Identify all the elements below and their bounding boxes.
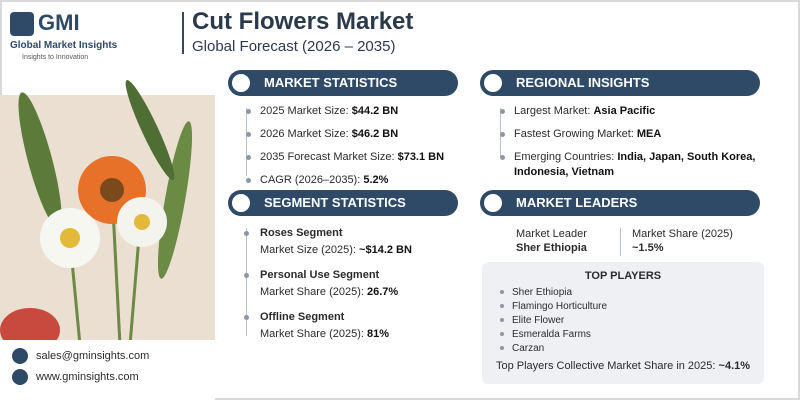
bullet: [500, 109, 505, 114]
bullet: [244, 273, 249, 278]
section-header: SEGMENT STATISTICS: [228, 190, 458, 216]
stat-label: Market Size (2025):: [260, 244, 356, 256]
player: Carzan: [512, 343, 545, 354]
stat-value: Asia Pacific: [593, 105, 656, 117]
player: Elite Flower: [512, 315, 565, 326]
stat-label: CAGR (2026–2035):: [260, 174, 361, 186]
bullet: [246, 132, 251, 137]
section-header: MARKET STATISTICS: [228, 70, 458, 96]
bullet: [500, 290, 504, 294]
bullet: [500, 332, 504, 336]
bullet: [500, 318, 504, 322]
stat-value: ~$14.2 BN: [359, 244, 412, 256]
stat-label: 2035 Forecast Market Size:: [260, 151, 395, 163]
stat-item: 2025 Market Size: $44.2 BN: [260, 104, 460, 119]
section-title: SEGMENT STATISTICS: [264, 195, 406, 210]
stat-item: Fastest Growing Market: MEA: [514, 127, 764, 142]
stat-label: 2025 Market Size:: [260, 105, 349, 117]
bullet: [500, 346, 504, 350]
stat-label: Emerging Countries:: [514, 151, 615, 163]
stat-item: Emerging Countries: India, Japan, South …: [514, 150, 764, 180]
leader-value: Sher Ethiopia: [516, 242, 587, 254]
stat-label: Fastest Growing Market:: [514, 128, 634, 140]
section-header: MARKET LEADERS: [480, 190, 760, 216]
share-value: ~1.5%: [632, 242, 664, 254]
player: Sher Ethiopia: [512, 287, 573, 298]
stat-value: 5.2%: [363, 174, 389, 186]
top-players-title: TOP PLAYERS: [584, 270, 662, 282]
stat-item: 2035 Forecast Market Size: $73.1 BN: [260, 150, 460, 165]
section-header: REGIONAL INSIGHTS: [480, 70, 760, 96]
stat-value: 26.7%: [367, 286, 399, 298]
stat-item: Market Share (2025): 26.7%: [260, 285, 398, 300]
stat-value: $73.1 BN: [397, 151, 445, 163]
stat-item: Market Size (2025): ~$14.2 BN: [260, 243, 412, 258]
stat-item: Market Share (2025): 81%: [260, 327, 389, 342]
stat-value: India, Japan, South Korea, Indonesia, Vi…: [514, 151, 756, 178]
stat-value: 81%: [367, 328, 390, 340]
bullet: [500, 132, 505, 137]
title: Cut Flowers Market: [192, 8, 414, 35]
email: sales@gminsights.com: [36, 350, 150, 362]
stat-label: Largest Market:: [514, 105, 591, 117]
collective: Top Players Collective Market Share in 2…: [482, 360, 764, 372]
segment-name: Roses Segment: [260, 227, 343, 239]
stat-item: CAGR (2026–2035): 5.2%: [260, 173, 460, 188]
player: Esmeralda Farms: [512, 329, 591, 340]
segment-name: Personal Use Segment: [260, 269, 380, 281]
section-title: REGIONAL INSIGHTS: [516, 75, 650, 90]
bullet: [246, 109, 251, 114]
bullet: [500, 304, 504, 308]
share-label: Market Share (2025): [632, 228, 733, 240]
segment-name: Offline Segment: [260, 311, 345, 323]
collective-label: Top Players Collective Market Share in 2…: [495, 360, 716, 372]
bullet: [244, 231, 249, 236]
logo-name: GMI: [38, 10, 80, 35]
bullet: [246, 178, 251, 183]
stat-label: 2026 Market Size:: [260, 128, 349, 140]
stat-item: 2026 Market Size: $46.2 BN: [260, 127, 460, 142]
leader-label: Market Leader: [516, 228, 587, 240]
subtitle: Global Forecast (2026 – 2035): [192, 38, 396, 55]
stat-value: $44.2 BN: [351, 105, 399, 117]
section-title: MARKET STATISTICS: [264, 75, 398, 90]
website: www.gminsights.com: [36, 371, 139, 383]
bullet: [246, 155, 251, 160]
bullet: [244, 315, 249, 320]
stat-label: Market Share (2025):: [260, 328, 364, 340]
stat-label: Market Share (2025):: [260, 286, 364, 298]
stat-value: $46.2 BN: [351, 128, 399, 140]
stat-item: Largest Market: Asia Pacific: [514, 104, 764, 119]
bullet: [500, 155, 505, 160]
logo-slogan: Insights to Innovation: [22, 54, 89, 61]
collective-value: ~4.1%: [718, 360, 751, 372]
section-title: MARKET LEADERS: [516, 195, 638, 210]
stat-value: MEA: [636, 128, 662, 140]
logo-tagline: Global Market Insights: [10, 40, 118, 51]
player: Flamingo Horticulture: [512, 301, 608, 312]
